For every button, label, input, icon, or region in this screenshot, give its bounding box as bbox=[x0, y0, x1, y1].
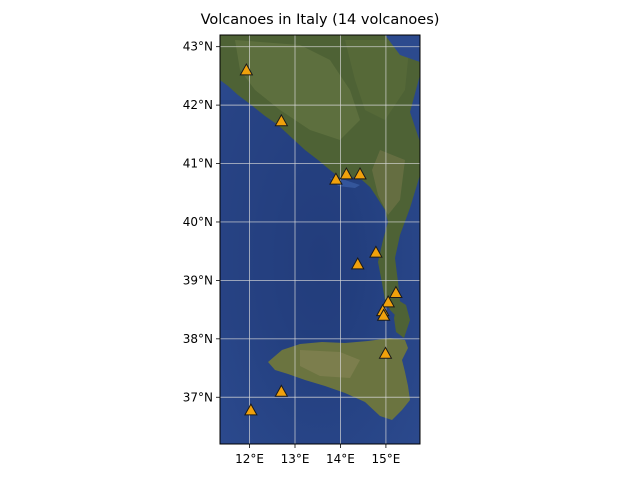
volcano-markers bbox=[239, 63, 403, 416]
y-tick-label: 37°N bbox=[183, 390, 213, 404]
y-tick-label: 38°N bbox=[183, 332, 213, 346]
volcano-marker bbox=[274, 384, 289, 397]
x-tick-label: 15°E bbox=[371, 452, 400, 466]
x-tick-label: 13°E bbox=[281, 452, 310, 466]
graticule bbox=[220, 35, 420, 444]
y-tick-label: 41°N bbox=[183, 157, 213, 171]
y-tick-label: 42°N bbox=[183, 98, 213, 112]
volcano-marker bbox=[376, 308, 391, 321]
volcano-marker bbox=[350, 257, 365, 270]
volcano-marker bbox=[239, 63, 254, 76]
volcano-marker bbox=[339, 167, 354, 180]
volcano-marker bbox=[369, 245, 383, 258]
volcano-marker bbox=[244, 403, 258, 416]
x-tick-label: 12°E bbox=[235, 452, 264, 466]
volcano-marker bbox=[378, 346, 393, 359]
longitude-ticks: 12°E 13°E 14°E 15°E bbox=[235, 444, 400, 466]
latitude-ticks: 37°N 38°N 39°N 40°N 41°N 42°N 43°N bbox=[183, 40, 220, 404]
map-frame bbox=[219, 34, 421, 445]
y-tick-label: 43°N bbox=[183, 40, 213, 54]
y-tick-label: 40°N bbox=[183, 215, 213, 229]
satellite-basemap bbox=[220, 35, 420, 444]
volcano-marker bbox=[274, 113, 289, 127]
volcano-marker bbox=[381, 294, 396, 308]
volcano-marker bbox=[353, 167, 367, 180]
y-tick-label: 39°N bbox=[183, 273, 213, 287]
map-title: Volcanoes in Italy (14 volcanoes) bbox=[200, 12, 440, 28]
volcano-marker bbox=[329, 172, 343, 185]
x-tick-label: 14°E bbox=[326, 452, 355, 466]
volcano-marker bbox=[389, 285, 403, 298]
